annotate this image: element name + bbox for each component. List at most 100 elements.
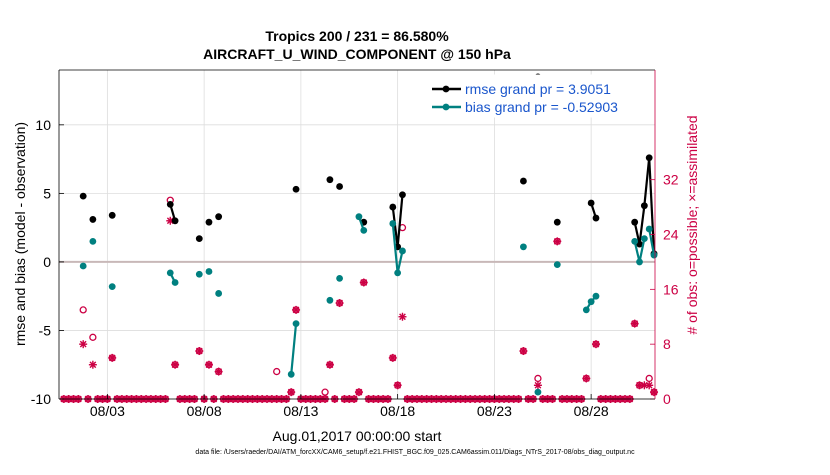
bias-point — [394, 269, 402, 277]
x-axis-label: Aug.01,2017 00:00:00 start — [273, 428, 442, 444]
rmse-point — [89, 216, 97, 223]
bias-segment — [396, 250, 404, 274]
legend-bias-marker — [442, 103, 450, 111]
rmse-segment — [648, 157, 656, 254]
legend: rmse grand pr = 3.9051 bias grand pr = -… — [425, 74, 649, 118]
legend-rmse-marker — [442, 85, 450, 93]
bias-point — [399, 247, 406, 255]
rmse-point — [640, 202, 648, 210]
y-right-tick-label: 32 — [663, 172, 679, 188]
bias-point — [108, 283, 116, 290]
rmse-point — [336, 183, 343, 190]
y-right-tick-label: 8 — [663, 336, 671, 352]
obs-assimilated-marker — [553, 237, 562, 246]
chart-title-line2: AIRCRAFT_U_WIND_COMPONENT @ 150 hPa — [203, 46, 511, 62]
obs-assimilated-marker — [635, 381, 644, 390]
bias-segment — [391, 223, 399, 273]
obs-assimilated-marker — [79, 340, 88, 349]
y-left-tick-label: -5 — [39, 322, 52, 338]
bias-segment — [290, 323, 298, 375]
obs-assimilated-marker — [645, 381, 654, 390]
obs-assimilated-marker — [214, 367, 223, 376]
rmse-point — [79, 192, 87, 200]
obs-assimilated-marker — [171, 360, 180, 369]
obs-assimilated-marker — [195, 347, 204, 356]
obs-assimilated-marker — [393, 381, 402, 390]
rmse-point — [215, 213, 223, 221]
rmse-point — [520, 177, 527, 185]
bias-point — [355, 213, 363, 221]
bias-point — [636, 258, 643, 266]
x-tick-label: 08/18 — [380, 403, 415, 419]
rmse-point — [108, 211, 116, 219]
y-left-tick-label: 5 — [43, 185, 51, 201]
y-left-tick-label: 10 — [35, 117, 51, 133]
y-axis-label-right: # of obs: o=possible; ×=assimilated — [684, 115, 700, 334]
obs-assimilated-marker — [108, 353, 117, 362]
bias-point — [534, 388, 542, 396]
rmse-segment — [633, 221, 641, 245]
bias-point — [645, 225, 653, 233]
obs-possible-marker — [273, 367, 281, 376]
obs-assimilated-marker — [582, 374, 591, 383]
obs-assimilated-marker — [650, 388, 659, 397]
bias-segment — [638, 238, 646, 263]
obs-assimilated-marker — [388, 353, 397, 362]
rmse-point — [292, 185, 300, 193]
bias-segment — [633, 241, 641, 263]
rmse-point — [592, 214, 600, 222]
bias-point — [205, 268, 213, 275]
bias-point — [89, 237, 97, 245]
obs-assimilated-marker — [398, 312, 407, 321]
bias-point — [171, 279, 179, 286]
rmse-segment — [643, 157, 651, 206]
bias-point — [166, 269, 174, 277]
x-tick-label: 08/28 — [574, 403, 609, 419]
x-tick-label: 08/03 — [90, 403, 125, 419]
bias-point — [640, 235, 648, 243]
obs-possible-marker — [321, 388, 329, 396]
bias-point — [553, 261, 561, 269]
obs-assimilated-marker — [335, 299, 344, 308]
rmse-point — [326, 176, 334, 184]
bias-point — [360, 226, 368, 234]
rmse-segment — [396, 194, 404, 247]
rmse-point — [553, 218, 561, 226]
obs-assimilated-marker — [325, 360, 334, 369]
obs-possible-marker — [89, 333, 97, 341]
legend-rmse-label: rmse grand pr = 3.9051 — [465, 81, 611, 97]
bias-point — [292, 320, 300, 328]
rmse-point — [631, 218, 639, 226]
bias-point — [520, 243, 527, 251]
obs-assimilated-marker — [204, 360, 213, 369]
x-tick-label: 08/13 — [283, 403, 318, 419]
obs-assimilated-marker — [287, 388, 296, 397]
bias-point — [592, 292, 600, 300]
y-axis-label-left: rmse and bias (model - observation) — [12, 122, 28, 346]
data-file-footer: data file: /Users/raeder/DAI/ATM_forcXX/… — [195, 449, 635, 456]
y-left-tick-label: 0 — [43, 254, 51, 270]
obs-assimilated-marker — [354, 388, 363, 397]
rmse-point — [195, 235, 203, 243]
bias-point — [195, 270, 203, 278]
obs-assimilated-marker — [359, 278, 368, 287]
y-right-tick-label: 24 — [663, 227, 679, 243]
bias-point — [631, 237, 639, 245]
chart-title-line1: Tropics 200 / 231 = 86.580% — [265, 28, 449, 44]
y-right-tick-label: 0 — [663, 391, 671, 407]
bias-segment — [648, 228, 656, 256]
bias-point — [79, 262, 87, 270]
bias-point — [587, 298, 595, 306]
obs-possible-marker — [79, 306, 87, 314]
obs-assimilated-marker — [591, 340, 600, 349]
obs-assimilated-marker — [292, 305, 301, 314]
rmse-point — [399, 191, 406, 199]
bias-point — [215, 290, 223, 297]
obs-assimilated-marker — [519, 347, 528, 356]
bias-point — [582, 306, 590, 314]
bias-point — [336, 274, 343, 282]
rmse-point — [389, 203, 397, 211]
bias-point — [326, 296, 334, 304]
